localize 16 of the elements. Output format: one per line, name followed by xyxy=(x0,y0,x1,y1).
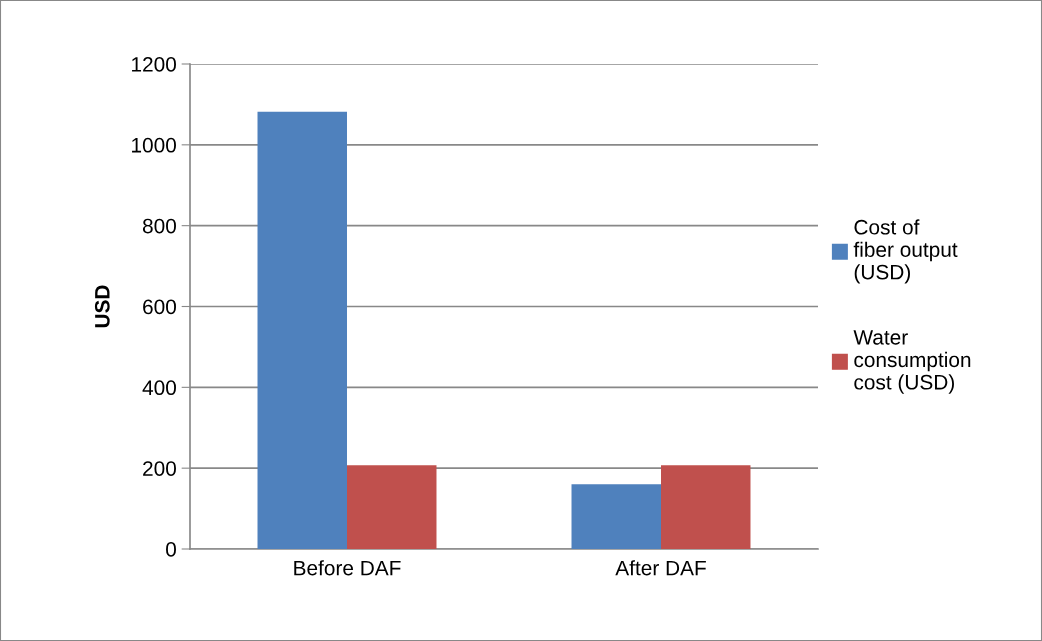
y-tick-label: 1200 xyxy=(132,57,176,72)
bar xyxy=(347,465,437,549)
y-tick-label: 800 xyxy=(142,218,176,234)
y-tick-label: 1000 xyxy=(132,137,176,153)
bar xyxy=(661,465,751,549)
legend-label: Cost of fiber output (USD) xyxy=(853,219,958,284)
x-tick-label: After DAF xyxy=(615,560,706,576)
y-tick-label: 200 xyxy=(143,461,176,476)
legend-label: Water consumption cost (USD) xyxy=(853,330,971,394)
bar xyxy=(571,484,661,549)
x-tick-label: Before DAF xyxy=(294,560,401,576)
y-axis-title: USD xyxy=(94,285,110,328)
y-tick-label: 400 xyxy=(142,380,176,396)
bar xyxy=(257,111,347,549)
y-tick-label: 0 xyxy=(166,542,176,557)
y-tick-label: 600 xyxy=(143,299,176,315)
